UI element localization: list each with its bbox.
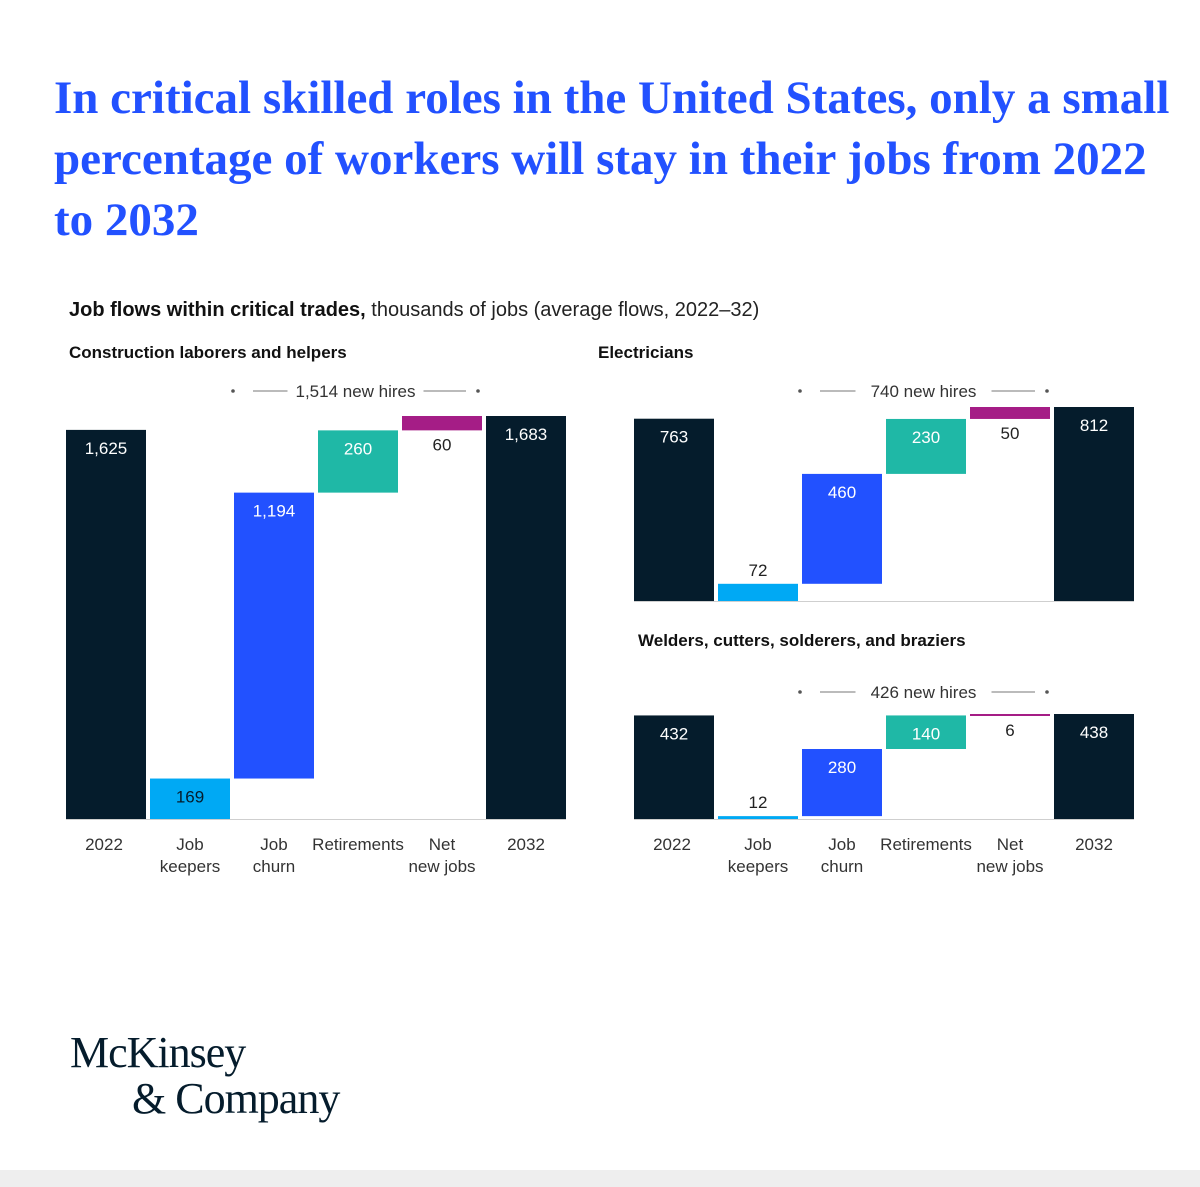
bar-end — [1054, 407, 1134, 601]
waterfall-welders: 432 12 280 140 6 438 426 new hires 2022 Job keepe… — [634, 683, 1134, 876]
bar-end — [1054, 714, 1134, 819]
bracket-dot-right — [1045, 389, 1049, 393]
category-label-end: 2032 — [1075, 835, 1113, 854]
bar-job-keepers — [150, 778, 230, 819]
value-label-job-keepers: 169 — [176, 788, 204, 807]
category-label-start: 2022 — [653, 835, 691, 854]
bar-job-churn — [802, 749, 882, 817]
value-label-start: 763 — [660, 428, 688, 447]
bracket-dot-left — [798, 690, 802, 694]
bar-net-new-jobs — [402, 416, 482, 431]
bracket-dot-right — [1045, 690, 1049, 694]
waterfall-electricians: 763 72 460 230 50 812 740 new hires — [634, 382, 1134, 602]
bar-retirements — [886, 715, 966, 749]
bar-job-keepers — [718, 583, 798, 601]
bottom-rule — [0, 1170, 1200, 1187]
value-label-start: 1,625 — [85, 439, 128, 458]
bracket-dot-left — [231, 389, 235, 393]
headline: In critical skilled roles in the United … — [54, 72, 1170, 246]
bar-job-keepers — [718, 816, 798, 819]
value-label-retirements: 230 — [912, 428, 940, 447]
bracket-label: 1,514 new hires — [295, 382, 415, 401]
category-label-job-churn: Job churn — [253, 835, 296, 876]
bracket-label: 426 new hires — [871, 683, 977, 702]
value-label-job-churn: 1,194 — [253, 502, 296, 521]
value-label-job-keepers: 12 — [749, 793, 768, 812]
category-label-net-new-jobs: Net new jobs — [976, 835, 1043, 876]
value-label-start: 432 — [660, 724, 688, 743]
bar-end — [486, 416, 566, 819]
panel-title-electricians: Electricians — [598, 343, 694, 362]
bar-net-new-jobs — [970, 714, 1050, 716]
bar-start — [634, 715, 714, 819]
category-label-start: 2022 — [85, 835, 123, 854]
bar-job-churn — [802, 473, 882, 584]
category-label-retirements: Retirements — [880, 835, 972, 854]
category-label-job-keepers: Job keepers — [728, 835, 788, 876]
waterfall-construction: 1,625 169 1,194 260 60 1,683 1,514 new hires 20… — [66, 382, 566, 876]
bracket-dot-left — [798, 389, 802, 393]
bar-start — [66, 429, 146, 819]
subtitle-rest: thousands of jobs (average flows, 2022–3… — [365, 299, 760, 321]
value-label-retirements: 140 — [912, 724, 940, 743]
value-label-net-new-jobs: 60 — [433, 435, 452, 454]
category-label-end: 2032 — [507, 835, 545, 854]
chart-subtitle: Job flows within critical trades, thousa… — [69, 299, 759, 322]
category-label-job-keepers: Job keepers — [160, 835, 220, 876]
value-label-job-churn: 460 — [828, 483, 856, 502]
panel-title-welders: Welders, cutters, solderers, and brazier… — [638, 631, 966, 650]
value-label-end: 438 — [1080, 723, 1108, 742]
logo-line-1: McKinsey — [70, 1028, 246, 1077]
category-label-job-churn: Job churn — [821, 835, 864, 876]
bracket-label: 740 new hires — [871, 382, 977, 401]
bracket-dot-right — [476, 389, 480, 393]
category-label-net-new-jobs: Net new jobs — [408, 835, 475, 876]
value-label-net-new-jobs: 6 — [1005, 721, 1014, 740]
value-label-end: 1,683 — [505, 425, 548, 444]
logo-line-2: & Company — [132, 1074, 340, 1123]
bar-start — [634, 418, 714, 601]
bar-net-new-jobs — [970, 407, 1050, 419]
value-label-retirements: 260 — [344, 439, 372, 458]
value-label-net-new-jobs: 50 — [1001, 424, 1020, 443]
bar-retirements — [318, 430, 398, 493]
bar-job-churn — [234, 492, 314, 779]
mckinsey-logo: McKinsey & Company — [70, 1028, 340, 1123]
panel-title-construction: Construction laborers and helpers — [69, 343, 347, 362]
bar-retirements — [886, 418, 966, 474]
category-label-retirements: Retirements — [312, 835, 404, 854]
value-label-job-churn: 280 — [828, 758, 856, 777]
value-label-end: 812 — [1080, 416, 1108, 435]
value-label-job-keepers: 72 — [749, 561, 768, 580]
subtitle-bold: Job flows within critical trades, — [69, 299, 366, 321]
